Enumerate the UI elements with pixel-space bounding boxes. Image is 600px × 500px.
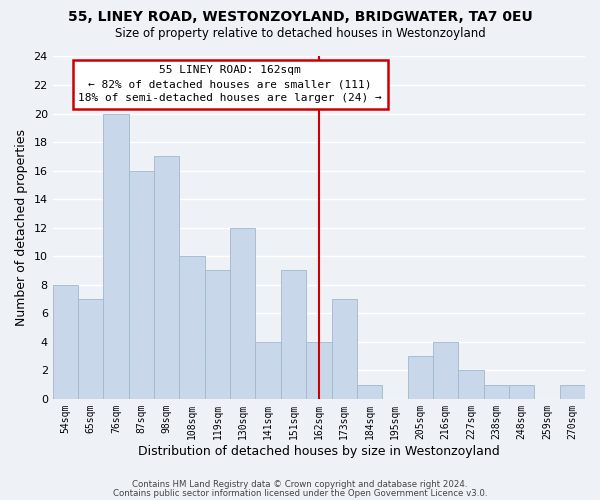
- Text: Size of property relative to detached houses in Westonzoyland: Size of property relative to detached ho…: [115, 28, 485, 40]
- Bar: [179, 256, 205, 399]
- X-axis label: Distribution of detached houses by size in Westonzoyland: Distribution of detached houses by size …: [138, 444, 500, 458]
- Bar: [256, 342, 281, 399]
- Bar: [78, 299, 103, 399]
- Text: Contains HM Land Registry data © Crown copyright and database right 2024.: Contains HM Land Registry data © Crown c…: [132, 480, 468, 489]
- Bar: [357, 384, 382, 399]
- Bar: [53, 284, 78, 399]
- Bar: [306, 342, 332, 399]
- Bar: [230, 228, 256, 399]
- Bar: [458, 370, 484, 399]
- Bar: [560, 384, 585, 399]
- Bar: [129, 170, 154, 399]
- Bar: [103, 114, 129, 399]
- Bar: [433, 342, 458, 399]
- Text: 55, LINEY ROAD, WESTONZOYLAND, BRIDGWATER, TA7 0EU: 55, LINEY ROAD, WESTONZOYLAND, BRIDGWATE…: [68, 10, 532, 24]
- Bar: [205, 270, 230, 399]
- Text: Contains public sector information licensed under the Open Government Licence v3: Contains public sector information licen…: [113, 490, 487, 498]
- Bar: [332, 299, 357, 399]
- Bar: [509, 384, 535, 399]
- Bar: [154, 156, 179, 399]
- Y-axis label: Number of detached properties: Number of detached properties: [15, 129, 28, 326]
- Bar: [407, 356, 433, 399]
- Bar: [484, 384, 509, 399]
- Text: 55 LINEY ROAD: 162sqm
← 82% of detached houses are smaller (111)
18% of semi-det: 55 LINEY ROAD: 162sqm ← 82% of detached …: [78, 65, 382, 103]
- Bar: [281, 270, 306, 399]
